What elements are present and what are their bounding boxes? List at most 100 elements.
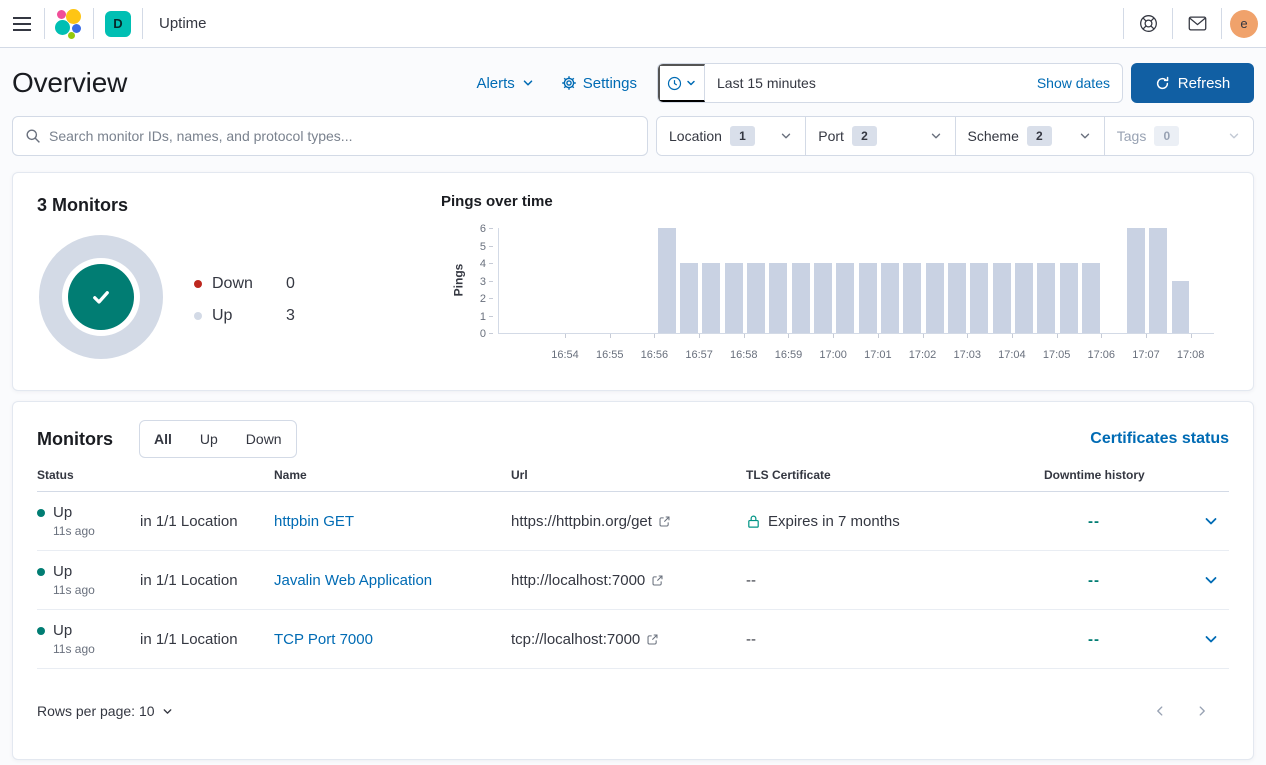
- chevron-down-icon: [779, 129, 793, 143]
- lock-icon: [748, 515, 759, 528]
- search-icon: [26, 129, 40, 143]
- next-page-button[interactable]: [1195, 704, 1209, 718]
- table-footer: Rows per page: 10: [37, 683, 1229, 739]
- gear-icon: [561, 76, 576, 90]
- previous-page-button[interactable]: [1153, 704, 1167, 718]
- external-link-icon: [652, 575, 663, 585]
- monitor-status: Up: [53, 622, 73, 639]
- x-tick-mark: [922, 334, 924, 338]
- x-tick-label: 16:59: [774, 349, 803, 361]
- ping-bar: [970, 263, 989, 333]
- divider: [1221, 8, 1222, 39]
- y-tick-label: 3: [479, 275, 486, 288]
- up-status-dot: [37, 567, 45, 576]
- time-range-value[interactable]: Last 15 minutes: [717, 75, 816, 91]
- check-icon: [93, 291, 109, 304]
- y-tick-mark: [489, 228, 493, 229]
- expand-row-button[interactable]: [1199, 627, 1223, 651]
- status-cell: Up 11s ago: [37, 504, 140, 538]
- filter-count-badge: 1: [729, 126, 755, 146]
- monitor-name-link[interactable]: httpbin GET: [274, 512, 355, 530]
- monitor-url-link[interactable]: tcp://localhost:7000: [511, 631, 746, 648]
- col-tls: TLS Certificate: [746, 467, 831, 482]
- monitor-url-link[interactable]: http://localhost:7000: [511, 572, 746, 589]
- tab-up[interactable]: Up: [186, 421, 232, 457]
- show-dates-button[interactable]: Show dates: [1025, 75, 1122, 91]
- rows-per-page-label: Rows per page: 10: [37, 703, 155, 719]
- filter-label: Location: [669, 128, 722, 144]
- downtime-history: --: [1088, 630, 1100, 648]
- downtime-history: --: [1088, 571, 1100, 589]
- search-input[interactable]: [49, 128, 635, 144]
- rows-per-page-button[interactable]: Rows per page: 10: [37, 703, 174, 719]
- monitor-url: tcp://localhost:7000: [511, 630, 641, 648]
- x-tick-mark: [1190, 334, 1192, 338]
- pagination: [1153, 704, 1229, 718]
- elastic-logo[interactable]: [45, 0, 93, 47]
- quick-time-menu-button[interactable]: [658, 64, 705, 102]
- ping-bar: [836, 263, 855, 333]
- filter-count-badge: 2: [1026, 126, 1052, 146]
- tab-down[interactable]: Down: [232, 421, 296, 457]
- x-tick-mark: [743, 334, 745, 338]
- refresh-label: Refresh: [1177, 74, 1231, 92]
- filter-label: Port: [818, 128, 844, 144]
- alerts-menu-button[interactable]: Alerts: [476, 75, 534, 92]
- legend-value: 3: [286, 307, 295, 324]
- filter-scheme[interactable]: Scheme 2: [955, 117, 1105, 155]
- y-tick-mark: [489, 263, 493, 264]
- ping-bar: [881, 263, 899, 333]
- filter-location[interactable]: Location 1: [657, 117, 807, 155]
- ping-bar: [992, 263, 1011, 333]
- ping-bar: [1171, 280, 1190, 333]
- newsfeed-button[interactable]: [1173, 0, 1221, 47]
- chevron-down-icon: [1078, 129, 1092, 143]
- envelope-icon: [1188, 16, 1206, 31]
- ping-bar: [679, 263, 698, 333]
- tls-expiry: Expires in 7 months: [768, 512, 900, 530]
- filter-port[interactable]: Port 2: [806, 117, 956, 155]
- certificates-status-link[interactable]: Certificates status: [1090, 430, 1229, 447]
- ping-bar: [1082, 263, 1101, 333]
- legend-row-down: Down 0: [194, 268, 295, 300]
- tls-expiry: --: [746, 571, 756, 589]
- y-tick-label: 4: [479, 258, 486, 270]
- x-tick-label: 17:07: [1132, 349, 1160, 361]
- ping-bar: [791, 263, 810, 333]
- settings-button[interactable]: Settings: [561, 75, 637, 92]
- expand-row-button[interactable]: [1199, 509, 1223, 533]
- monitor-name-link[interactable]: Javalin Web Application: [274, 571, 433, 589]
- legend-label: Up: [212, 307, 233, 324]
- ping-bar: [858, 263, 877, 333]
- y-tick-label: 0: [479, 328, 486, 340]
- monitors-header: Monitors All Up Down Certificates status: [37, 402, 1229, 458]
- chevron-down-icon: [1205, 518, 1217, 525]
- user-menu-button[interactable]: e: [1222, 0, 1266, 47]
- filter-count-badge: 2: [851, 126, 877, 146]
- status-donut-chart: [39, 235, 163, 359]
- x-tick-label: 16:54: [551, 349, 579, 361]
- x-tick-label: 17:00: [819, 349, 847, 361]
- divider: [93, 8, 94, 39]
- col-status: Status: [37, 467, 74, 482]
- tab-all[interactable]: All: [140, 421, 186, 457]
- menu-hamburger-icon[interactable]: [0, 0, 44, 47]
- monitor-url-link[interactable]: https://httpbin.org/get: [511, 513, 746, 530]
- ping-bar: [657, 228, 676, 333]
- col-url: Url: [511, 467, 528, 482]
- status-cell: Up 11s ago: [37, 622, 140, 656]
- x-tick-mark: [1011, 334, 1013, 338]
- expand-row-button[interactable]: [1199, 568, 1223, 592]
- deployment-switcher[interactable]: D: [94, 0, 142, 47]
- ping-bar: [1149, 228, 1168, 333]
- status-legend: Down 0 Up 3: [194, 268, 295, 332]
- help-menu-button[interactable]: [1124, 0, 1172, 47]
- pings-x-axis: 16:54 16:55 16:56 16:57 16:58 16:59 17:00 17:01…: [498, 334, 1214, 361]
- monitor-name-link[interactable]: TCP Port 7000: [274, 630, 373, 648]
- refresh-button[interactable]: Refresh: [1131, 63, 1254, 103]
- page-title: Overview: [12, 67, 128, 98]
- legend-label: Down: [212, 275, 253, 292]
- chevron-down-icon: [523, 80, 533, 86]
- table-header: Status Name Url TLS Certificate Downtime…: [37, 458, 1229, 492]
- y-tick-label: 5: [479, 240, 486, 253]
